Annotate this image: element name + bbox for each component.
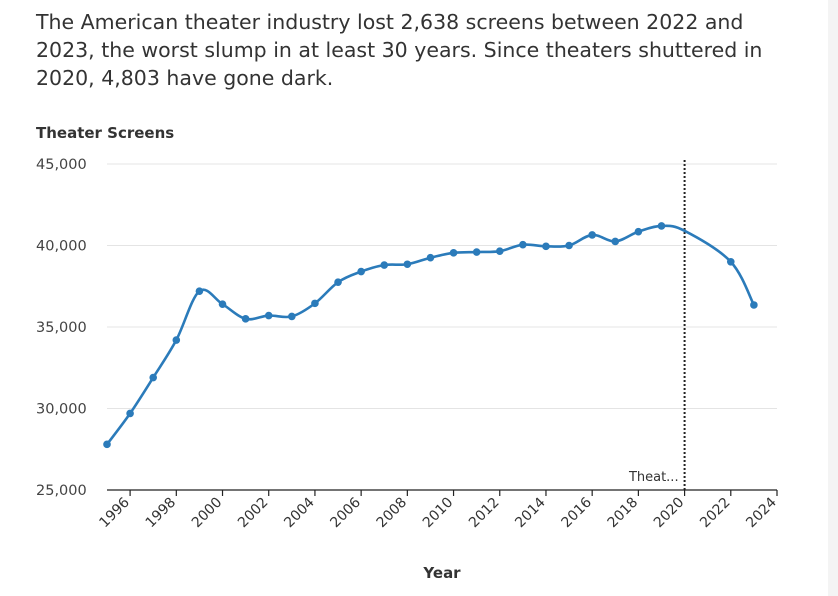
data-point <box>103 440 111 449</box>
data-point <box>449 249 458 257</box>
gridlines <box>107 163 777 491</box>
data-point <box>311 299 319 308</box>
data-point <box>241 315 250 323</box>
y-tick-label: 30,000 <box>36 402 87 418</box>
x-tick-label: 1996 <box>96 494 133 531</box>
data-point <box>218 300 227 308</box>
y-tick-label: 25,000 <box>36 483 87 499</box>
data-point <box>611 237 620 246</box>
data-point <box>472 248 481 256</box>
x-tick-label: 2000 <box>189 495 226 532</box>
x-tick-label: 2024 <box>743 494 780 531</box>
x-tick-label: 2010 <box>420 495 457 532</box>
x-tick-labels: 1996 1998 2000 2002 2004 2006 2008 2010 2012 2014… <box>96 490 780 532</box>
x-tick-label: 2002 <box>235 495 272 532</box>
x-tick-label: 1998 <box>143 495 180 532</box>
data-point <box>519 240 527 249</box>
y-tick-label: 45,000 <box>36 157 87 173</box>
data-point <box>264 311 273 320</box>
x-tick-label: 2022 <box>697 495 734 532</box>
annotation-layer: Theat... <box>628 160 686 490</box>
data-point <box>726 258 735 266</box>
series-layer <box>103 222 758 449</box>
data-point <box>357 267 365 276</box>
data-point <box>126 409 134 418</box>
x-tick-label: 2012 <box>466 495 503 532</box>
y-tick-labels: 25,000 30,000 35,000 40,000 45,000 <box>36 157 87 499</box>
x-tick-label: 2014 <box>512 494 549 531</box>
y-tick-label: 40,000 <box>36 239 87 255</box>
x-tick-label: 2018 <box>605 495 642 532</box>
x-tick-label: 2016 <box>558 494 595 531</box>
x-tick-label: 2020 <box>651 495 688 532</box>
data-point <box>634 227 643 236</box>
data-point <box>195 287 204 295</box>
data-point <box>495 247 504 256</box>
y-axis-title: Theater Screens <box>36 124 175 142</box>
data-point <box>380 261 389 269</box>
x-tick-label: 2008 <box>374 495 411 532</box>
y-tick-label: 35,000 <box>36 320 87 336</box>
data-point <box>334 278 342 286</box>
data-point <box>542 242 550 251</box>
data-point <box>288 312 296 321</box>
data-point <box>426 253 435 262</box>
data-point <box>657 222 666 230</box>
x-tick-label: 2006 <box>327 494 364 531</box>
annotation-label: Theat... <box>628 470 679 485</box>
data-point <box>750 301 758 309</box>
data-point <box>172 336 181 344</box>
x-axis-title: Year <box>422 564 461 582</box>
data-point <box>565 241 573 250</box>
data-point <box>588 231 596 239</box>
x-tick-label: 2004 <box>281 494 318 531</box>
data-point <box>403 260 412 269</box>
chart-headline: The American theater industry lost 2,638… <box>36 10 763 90</box>
data-point <box>149 373 158 382</box>
series-line <box>105 224 756 446</box>
